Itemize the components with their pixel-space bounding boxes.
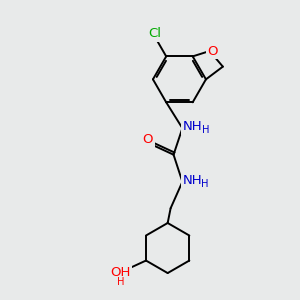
Text: OH: OH: [110, 266, 130, 279]
Text: O: O: [143, 134, 153, 146]
Text: NH: NH: [183, 120, 203, 133]
Text: H: H: [117, 277, 124, 287]
Text: NH: NH: [182, 174, 202, 187]
Text: Cl: Cl: [148, 27, 161, 40]
Text: H: H: [202, 125, 209, 135]
Text: H: H: [201, 179, 208, 189]
Text: O: O: [207, 44, 218, 58]
